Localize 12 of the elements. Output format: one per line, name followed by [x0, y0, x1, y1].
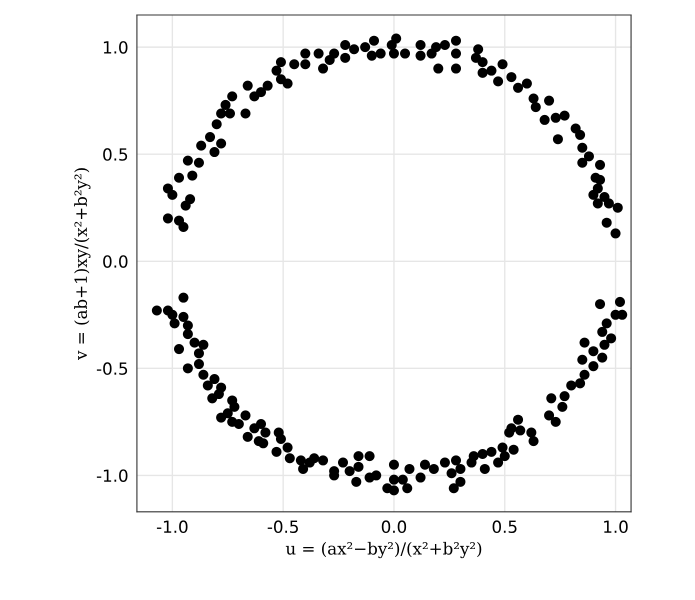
x-tick-label: -1.0: [156, 520, 188, 534]
y-axis-title: v = (ab+1)xy/(x²+b²y²): [74, 168, 91, 360]
x-tick-label: 0.5: [492, 520, 517, 534]
y-tick-label: -1.0: [96, 469, 128, 482]
x-tick-label: 0.0: [382, 520, 406, 534]
x-tick-label: 1.0: [604, 520, 628, 534]
x-tick-label: -0.5: [268, 520, 298, 534]
y-tick-label: -0.5: [96, 362, 128, 375]
x-axis-title: u = (ax²−by²)/(x²+b²y²): [286, 542, 482, 558]
y-tick-label: 0.5: [103, 148, 128, 161]
y-tick-label: 1.0: [104, 41, 128, 54]
y-tick-label: 0.0: [103, 255, 128, 268]
